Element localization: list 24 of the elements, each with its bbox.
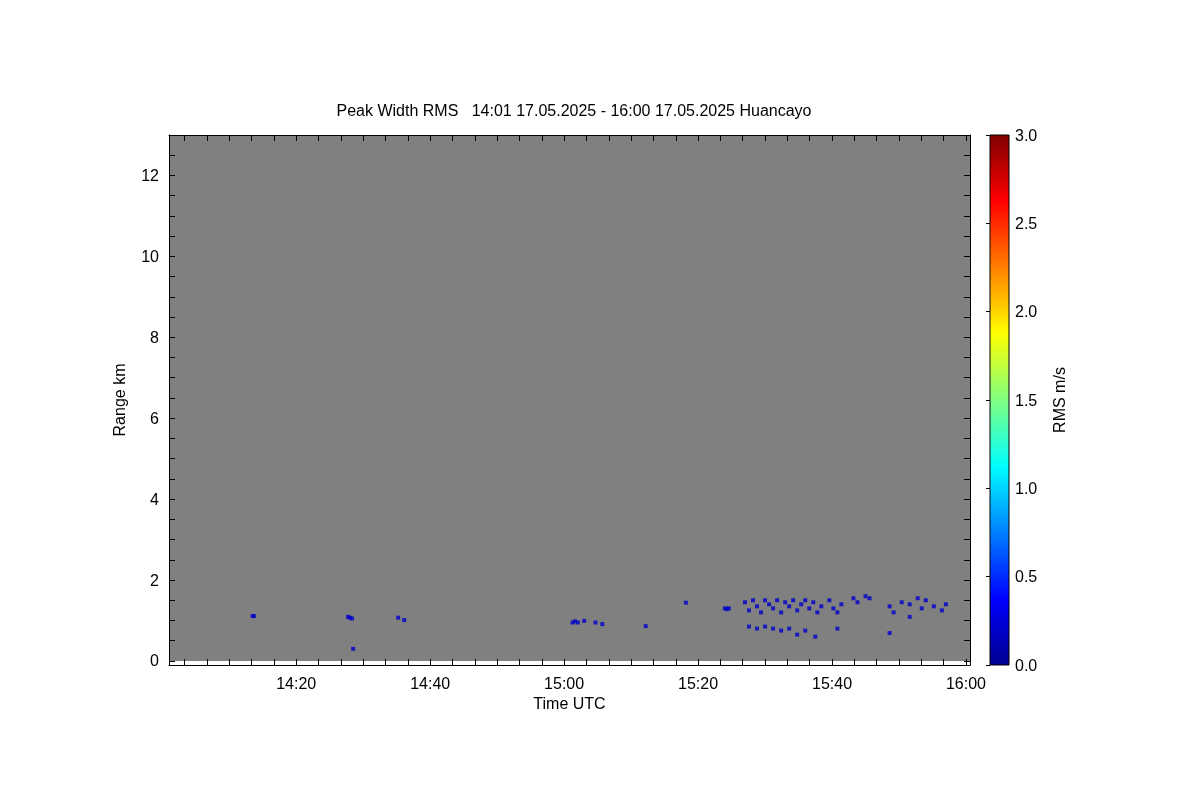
x-tick-label: 16:00 [945,674,987,692]
x-tick-label: 15:40 [812,674,853,692]
chart-title: Peak Width RMS 14:01 17.05.2025 - 16:00 17.05.2025 Huancayo [336,101,812,119]
x-tick-label: 14:40 [410,674,451,692]
y-axis-title: Range km [110,363,128,437]
color-bar-label: 2.5 [1015,214,1038,232]
color-bar-label: 3.0 [1015,126,1038,144]
x-axis-title: Time UTC [533,695,606,713]
y-tick-label: 0 [150,652,160,670]
y-tick-label: 4 [150,490,160,508]
y-tick-label: 6 [150,409,160,427]
x-tick-label: 15:20 [678,674,719,692]
x-tick-label: 14:20 [276,674,317,692]
y-tick-label: 10 [141,247,160,265]
color-bar-label: 1.5 [1015,391,1038,409]
color-bar-label: 0.5 [1015,568,1038,586]
color-bar-label: 1.0 [1015,479,1038,497]
x-tick-label: 15:00 [544,674,585,692]
y-tick-label: 2 [150,571,160,589]
color-bar-label: 0.0 [1015,656,1038,674]
color-bar-label: 2.0 [1015,303,1038,321]
y-tick-label: 12 [141,166,160,184]
y-tick-label: 8 [150,328,160,346]
color-bar-title: RMS m/s [1050,367,1068,433]
